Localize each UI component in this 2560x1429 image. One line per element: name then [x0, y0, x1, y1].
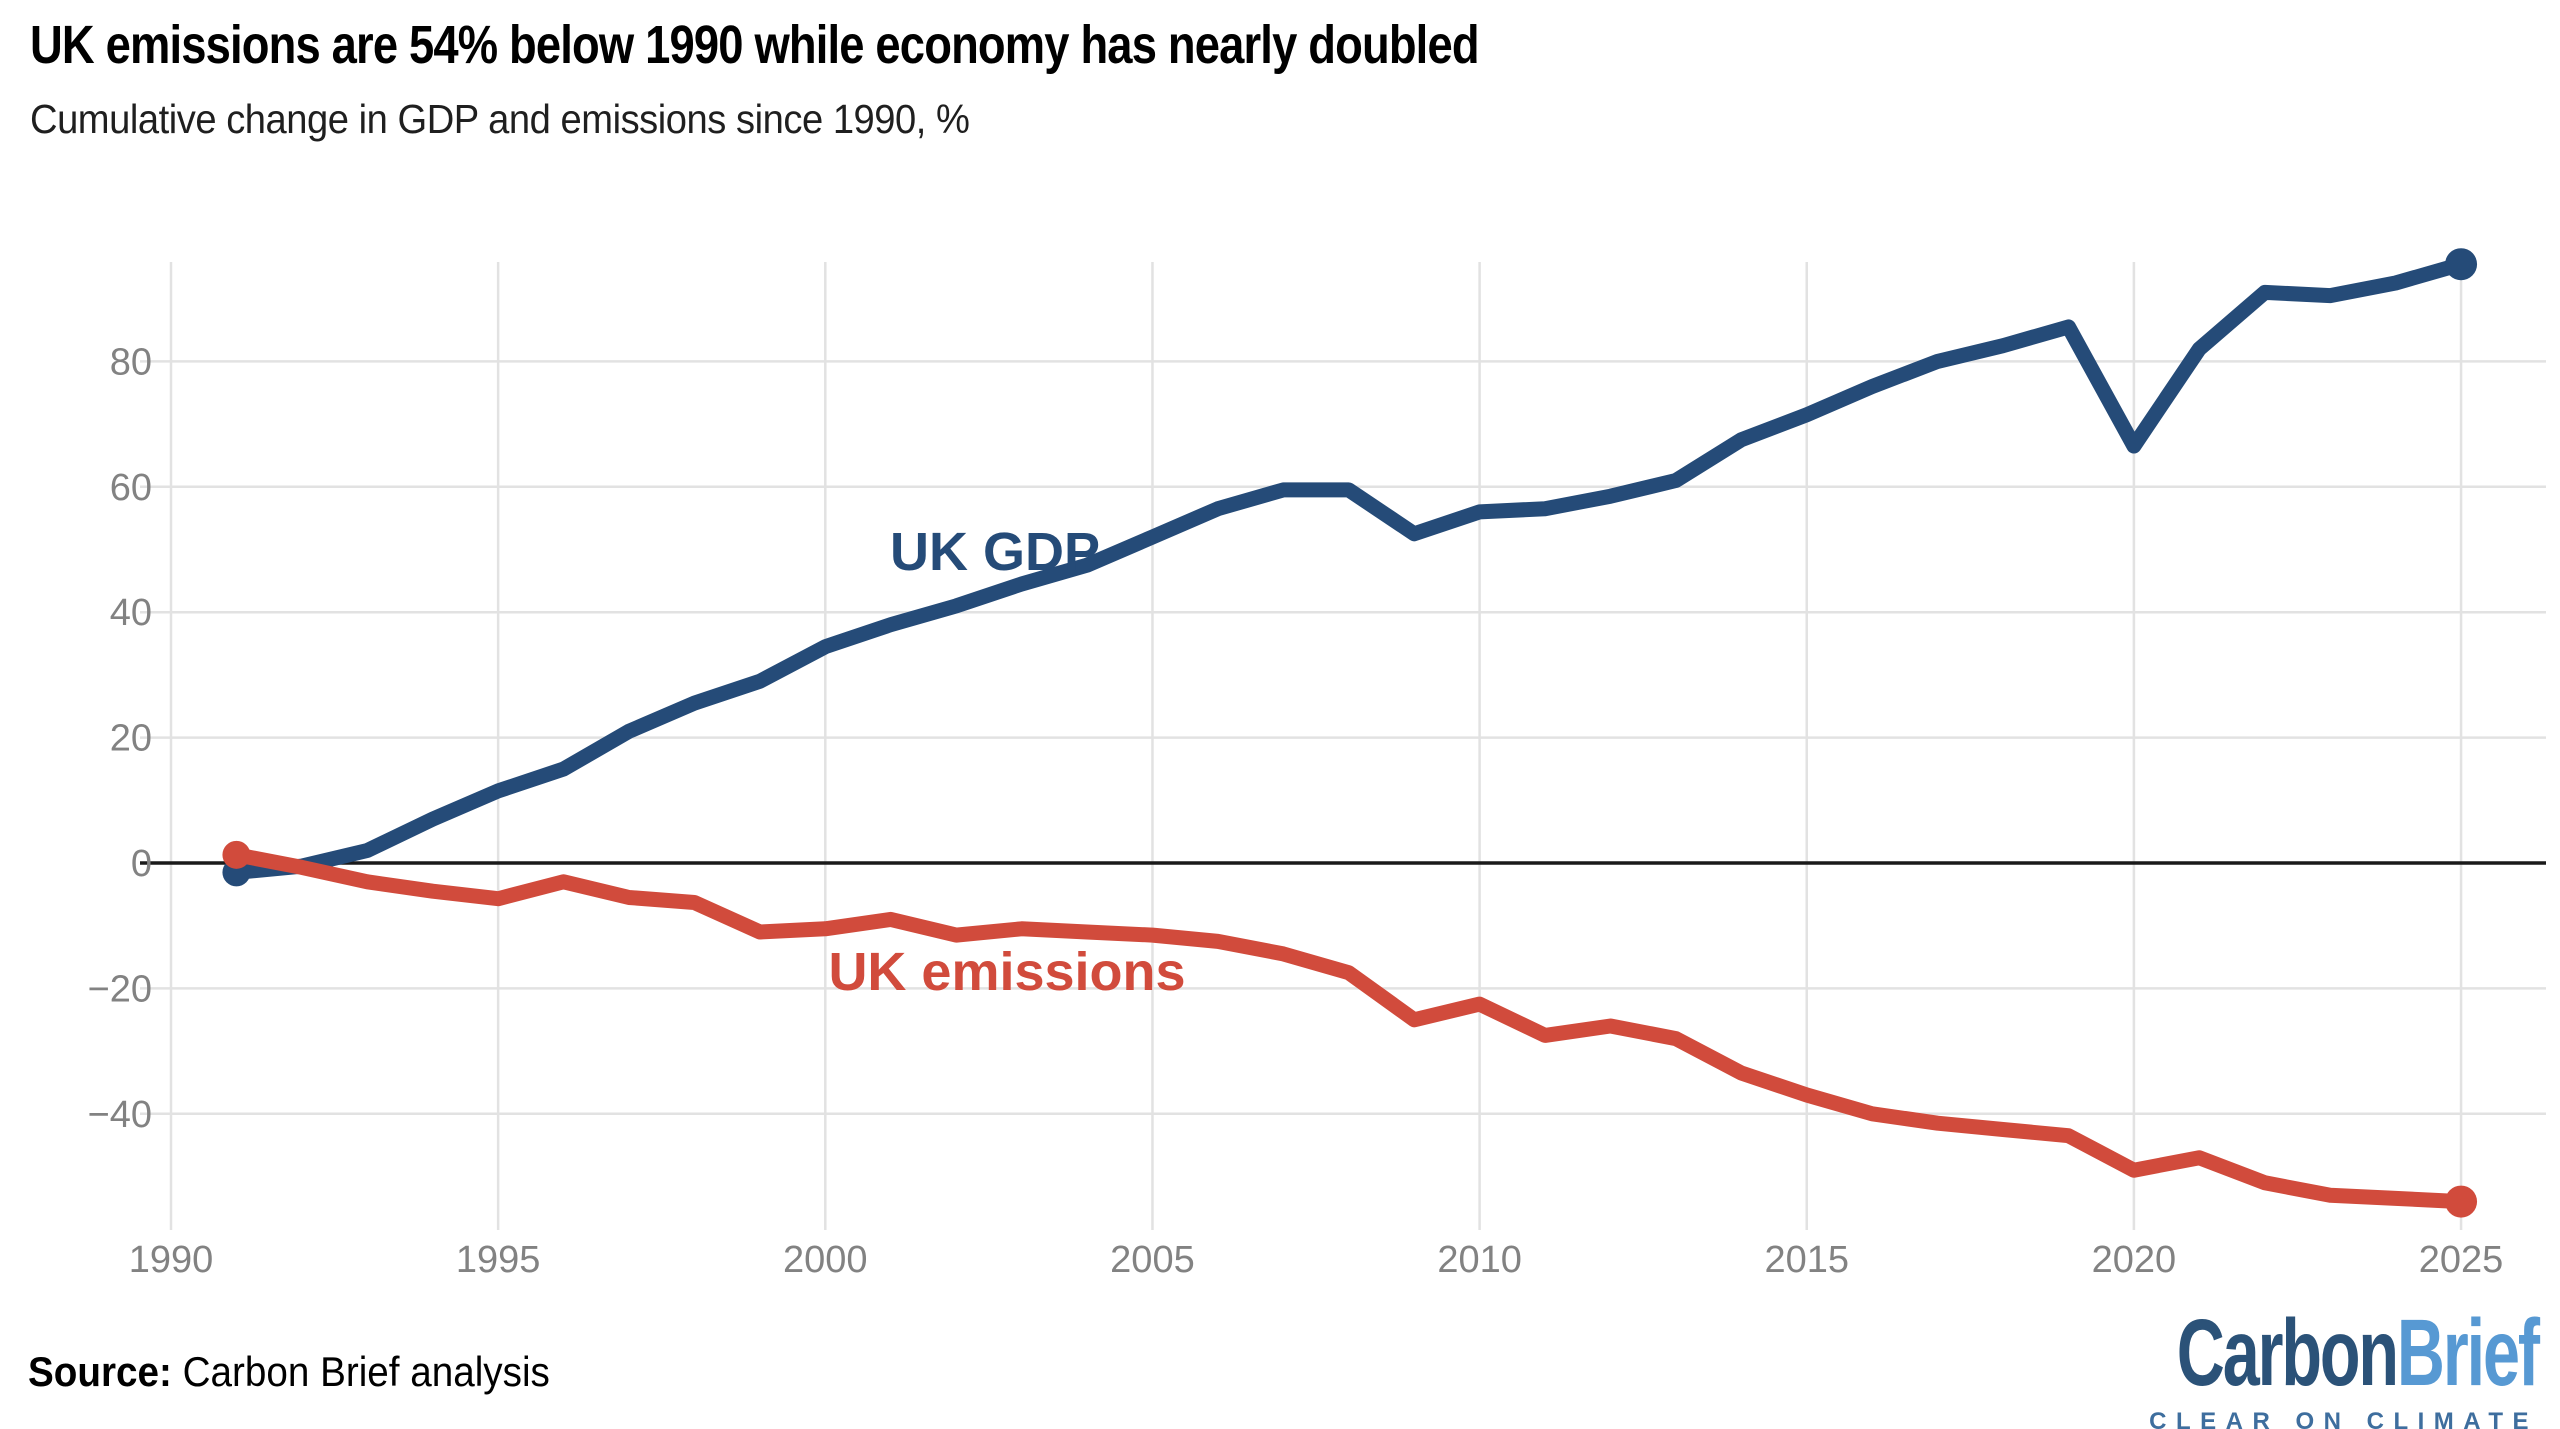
emissions-series-label: UK emissions — [828, 942, 1185, 1002]
y-axis-tick-label: −40 — [88, 1094, 152, 1136]
logo-brief-text: Brief — [2396, 1300, 2540, 1406]
x-axis-tick-label: 2025 — [2419, 1239, 2504, 1281]
source-line: Source: Carbon Brief analysis — [28, 1348, 550, 1396]
x-axis-tick-label: 1995 — [456, 1239, 541, 1281]
y-axis-tick-label: 80 — [110, 341, 152, 383]
y-axis-tick-label: 20 — [110, 718, 152, 760]
carbonbrief-wordmark: CarbonBrief — [2177, 1306, 2540, 1401]
source-text: Carbon Brief analysis — [171, 1348, 550, 1395]
page-subtitle: Cumulative change in GDP and emissions s… — [30, 96, 970, 142]
source-label: Source: — [28, 1348, 172, 1395]
x-axis-tick-label: 2010 — [1437, 1239, 1522, 1281]
gdp-end-dot — [2445, 248, 2478, 281]
logo-carbon-text: Carbon — [2176, 1300, 2399, 1406]
emissions-end-dot — [2445, 1185, 2478, 1218]
x-axis-tick-label: 2000 — [783, 1239, 868, 1281]
emissions-line — [228, 847, 2469, 1210]
page-title: UK emissions are 54% below 1990 while ec… — [30, 15, 1480, 75]
y-axis-tick-label: −20 — [88, 968, 152, 1010]
y-axis-tick-label: 40 — [110, 592, 152, 634]
emissions-start-dot — [222, 840, 251, 869]
gdp-series-label: UK GDP — [890, 522, 1100, 582]
logo-tagline: CLEAR ON CLIMATE — [2149, 1408, 2538, 1429]
x-axis-tick-label: 2020 — [2092, 1239, 2177, 1281]
x-axis-tick-label: 2005 — [1110, 1239, 1195, 1281]
y-axis-tick-label: 60 — [110, 467, 152, 509]
x-axis-tick-label: 1990 — [129, 1239, 214, 1281]
carbonbrief-logo: CarbonBrief CLEAR ON CLIMATE — [2022, 1306, 2540, 1429]
gdp-line — [228, 256, 2469, 880]
x-axis-tick-label: 2015 — [1764, 1239, 1849, 1281]
y-axis-tick-label: 0 — [131, 843, 152, 885]
